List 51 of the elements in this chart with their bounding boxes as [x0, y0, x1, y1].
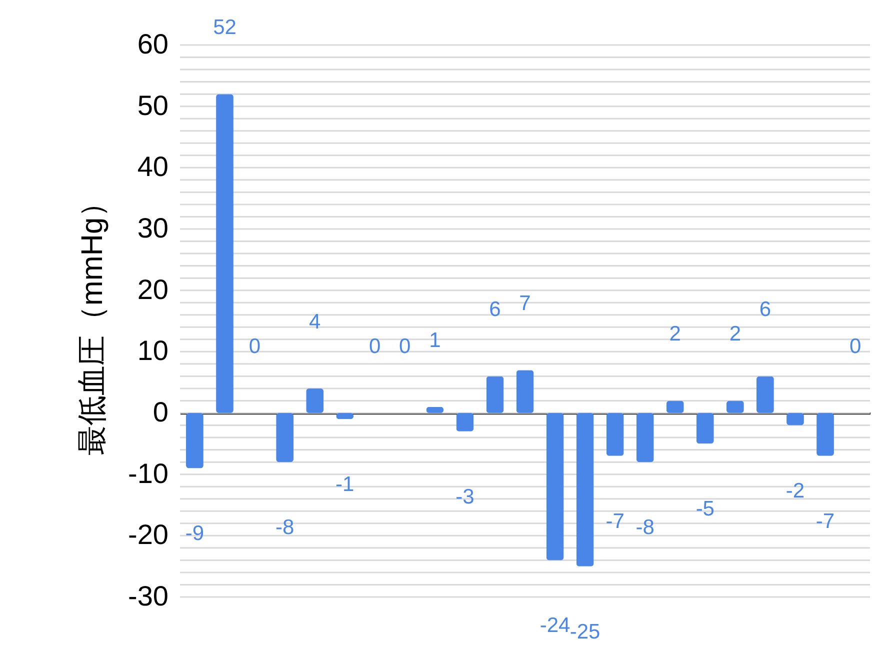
- bar: [276, 413, 294, 462]
- y-tick-label: 60: [137, 28, 168, 60]
- y-tick-label: 10: [137, 335, 168, 366]
- data-label: 2: [729, 322, 742, 346]
- y-tick-label: -10: [128, 458, 168, 489]
- data-label: -5: [696, 498, 714, 521]
- bar: [726, 400, 744, 413]
- data-label: 6: [759, 298, 772, 322]
- data-label: -25: [570, 620, 600, 644]
- bar: [216, 94, 234, 413]
- data-label: -2: [786, 479, 805, 502]
- bar: [696, 413, 714, 444]
- data-label: -3: [456, 485, 474, 508]
- y-tick-label: 20: [137, 274, 168, 305]
- y-tick-label: -20: [128, 519, 168, 550]
- bar: [636, 413, 654, 462]
- bar: [606, 413, 624, 456]
- data-label: 0: [849, 335, 862, 358]
- data-label: -7: [816, 510, 835, 533]
- y-tick-label: 40: [137, 151, 168, 182]
- data-label: 0: [399, 335, 411, 358]
- y-tick-label: 50: [137, 90, 168, 121]
- bar: [306, 388, 324, 413]
- data-label: -9: [185, 522, 204, 546]
- bar: [666, 400, 684, 413]
- data-label: -1: [336, 473, 354, 496]
- bar: [186, 413, 204, 468]
- data-label: 6: [489, 298, 501, 322]
- data-label: 2: [669, 322, 681, 346]
- data-label: -8: [275, 516, 294, 540]
- data-label: -8: [636, 516, 654, 540]
- bar: [786, 413, 804, 426]
- bar: [516, 370, 534, 413]
- data-label: 1: [429, 328, 441, 352]
- bar: [816, 413, 834, 456]
- data-label: 0: [369, 335, 381, 358]
- data-label: -7: [606, 510, 624, 533]
- data-label: -24: [540, 614, 571, 638]
- data-label: 52: [213, 16, 236, 40]
- y-axis-title: 最低血圧（mmHg）: [76, 187, 110, 456]
- bar: [576, 413, 594, 566]
- bar: [456, 413, 474, 432]
- bar: [756, 376, 774, 413]
- y-tick-label: 0: [152, 396, 168, 428]
- data-label: 0: [248, 335, 261, 358]
- y-tick-label: -30: [128, 580, 168, 612]
- data-label: 7: [519, 292, 531, 316]
- data-label: 4: [308, 310, 321, 334]
- y-tick-label: 30: [137, 212, 168, 244]
- bar: [546, 413, 564, 560]
- bar: [486, 376, 504, 413]
